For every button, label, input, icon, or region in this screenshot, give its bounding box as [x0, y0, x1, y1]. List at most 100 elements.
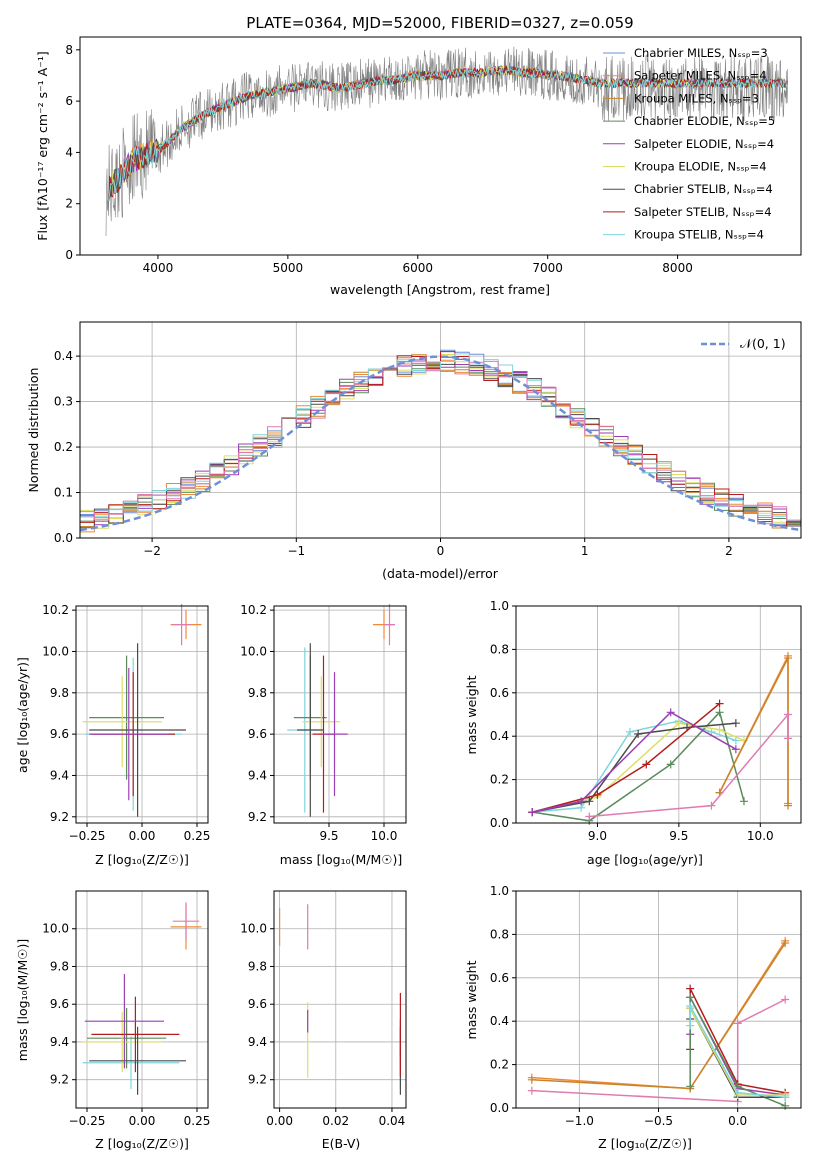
x-tick-label: 7000	[532, 261, 563, 275]
p4-xlabel: mass [log₁₀(M/M☉)]	[280, 852, 402, 867]
y-tick-label: 0.2	[490, 773, 509, 787]
y-tick-label: 0.8	[490, 927, 509, 941]
weight-marker	[686, 984, 695, 993]
x-tick-label: 0.00	[129, 1114, 156, 1128]
grid	[516, 890, 801, 1109]
y-tick-label: 9.8	[248, 959, 267, 973]
age-vs-metallicity-panel: −0.25 0.00 0.25 9.2 9.4 9.6 9.8 10.0 10.2	[42, 603, 210, 843]
x-tick-label: −0.25	[69, 829, 106, 843]
legend-label: Chabrier STELIB, Nₛₛₚ=4	[634, 182, 773, 196]
p8-ylabel: mass weight	[464, 960, 479, 1039]
weight-line	[532, 711, 737, 813]
axes-frame	[515, 605, 802, 824]
weight-marker	[707, 801, 716, 810]
y-tick-label: 6	[65, 94, 73, 108]
weight-marker	[626, 727, 634, 736]
p7-xlabel: E(B-V)	[322, 1136, 361, 1151]
y-tick-label: 9.8	[50, 686, 69, 700]
weight-marker	[733, 1088, 742, 1097]
residual-ylabel: Normed distribution	[26, 368, 41, 493]
y-tick-label: 9.2	[248, 1073, 267, 1087]
p5-ylabel: mass weight	[464, 675, 479, 754]
y-tick-label: 9.4	[50, 1035, 69, 1049]
weight-marker	[585, 797, 594, 806]
y-tick-label: 0.2	[490, 1058, 509, 1072]
legend-label: Salpeter ELODIE, Nₛₛₚ=4	[634, 137, 774, 151]
x-tick-label: 0.25	[184, 829, 211, 843]
x-tick-label: 0.0	[728, 1114, 747, 1128]
weight-marker	[731, 745, 740, 754]
weight-marker	[528, 808, 537, 817]
y-tick-label: 0.4	[54, 349, 73, 363]
weight-marker	[527, 1075, 536, 1084]
x-tick-label: −0.5	[644, 1114, 673, 1128]
axes-frame	[79, 36, 802, 256]
y-tick-label: 10.0	[42, 644, 69, 658]
x-tick-label: −1	[287, 544, 305, 558]
weight-marker	[686, 993, 695, 1002]
weight-line	[589, 712, 789, 818]
y-tick-label: 0.8	[490, 642, 509, 656]
y-tick-label: 9.6	[50, 997, 69, 1011]
weight-line	[532, 703, 721, 813]
weight-marker	[715, 708, 724, 717]
weight-marker	[715, 699, 724, 708]
axes-frame	[79, 321, 802, 539]
axes-frame	[515, 890, 802, 1109]
y-tick-label: 10.0	[42, 922, 69, 936]
weight-marker	[781, 1101, 790, 1110]
weight-marker	[686, 1021, 695, 1030]
weight-marker	[686, 1082, 695, 1091]
figure-title: PLATE=0364, MJD=52000, FIBERID=0327, z=0…	[246, 14, 633, 32]
x-tick-label: 10.0	[747, 829, 774, 843]
y-tick-label: 0.6	[490, 971, 509, 985]
residual-histogram	[80, 360, 801, 535]
axes-frame	[273, 890, 407, 1109]
mass-vs-metallicity-panel: −0.25 0.00 0.25 9.2 9.4 9.6 9.8 10.0	[42, 890, 210, 1128]
residual-xlabel: (data-model)/error	[382, 566, 499, 581]
y-tick-label: 10.0	[240, 922, 267, 936]
p8-xlabel: Z [log₁₀(Z/Z☉)]	[598, 1136, 692, 1151]
x-tick-label: 9.0	[588, 829, 607, 843]
weight-marker	[593, 790, 602, 799]
spectrum-xlabel: wavelength [Angstrom, rest frame]	[330, 282, 550, 297]
weight-marker	[686, 1002, 695, 1011]
legend-label: Kroupa ELODIE, Nₛₛₚ=4	[634, 160, 767, 174]
grid	[76, 891, 208, 1108]
weight-marker	[783, 734, 792, 743]
plot-area	[80, 349, 801, 535]
x-tick-label: 0	[437, 544, 445, 558]
weight-marker	[783, 801, 792, 810]
weight-marker	[715, 725, 724, 734]
y-tick-label: 0.0	[54, 531, 73, 545]
weight-marker	[731, 719, 740, 728]
y-tick-label: 9.4	[248, 768, 267, 782]
axes-frame	[75, 890, 209, 1109]
weight-marker	[783, 710, 792, 719]
y-tick-label: 9.4	[50, 768, 69, 782]
y-tick-label: 10.2	[42, 603, 69, 617]
y-tick-label: 0.1	[54, 486, 73, 500]
x-tick-label: −2	[143, 544, 161, 558]
x-tick-label: 6000	[402, 261, 433, 275]
y-tick-label: 4	[65, 145, 73, 159]
legend-label: Chabrier ELODIE, Nₛₛₚ=5	[634, 114, 775, 128]
weight-marker	[666, 760, 675, 769]
weight-line	[689, 1005, 786, 1098]
legend-label: Salpeter MILES, Nₛₛₚ=4	[634, 69, 767, 83]
mass-weight-vs-age-panel: 9.0 9.5 10.0 0.0 0.2 0.4 0.6 0.8 1.0	[490, 599, 802, 843]
weight-marker	[733, 1019, 742, 1028]
p3-xlabel: Z [log₁₀(Z/Z☉)]	[95, 852, 189, 867]
x-tick-label: 9.5	[669, 829, 688, 843]
weight-marker	[666, 708, 675, 717]
weight-line	[531, 998, 786, 1103]
grid	[76, 606, 208, 823]
y-tick-label: 0.6	[490, 686, 509, 700]
y-tick-label: 8	[65, 43, 73, 57]
y-tick-label: 9.8	[248, 686, 267, 700]
axes-frame	[75, 605, 209, 824]
y-tick-label: 10.2	[240, 603, 267, 617]
x-tick-label: 0.00	[266, 1114, 293, 1128]
y-tick-label: 10.0	[240, 644, 267, 658]
weight-marker	[674, 719, 683, 728]
